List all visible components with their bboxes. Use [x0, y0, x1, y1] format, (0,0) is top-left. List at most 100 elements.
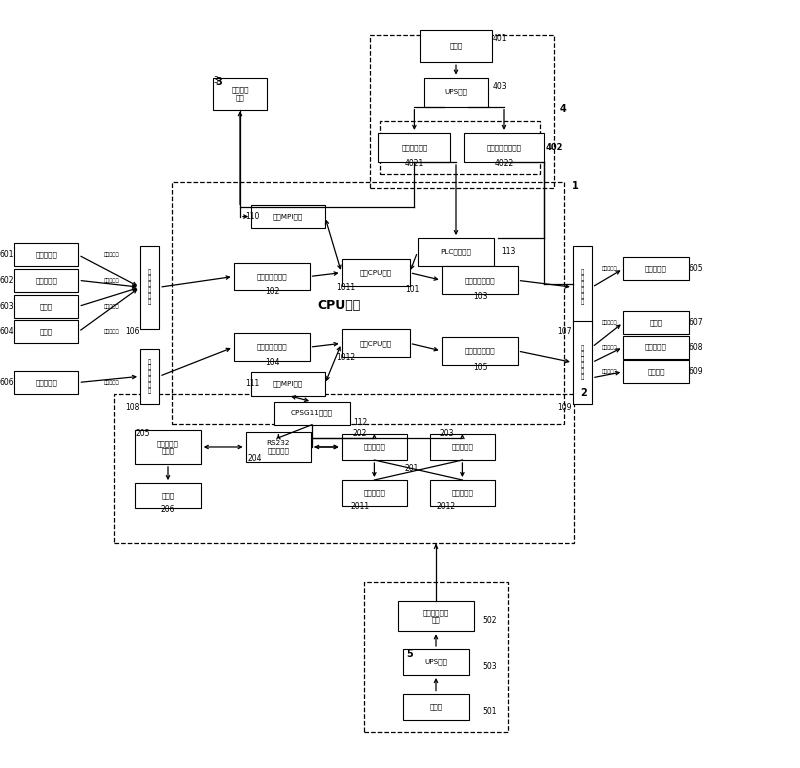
Text: 4: 4 [560, 104, 566, 114]
Text: 2: 2 [580, 388, 586, 399]
FancyBboxPatch shape [342, 434, 407, 460]
Text: UPS电源: UPS电源 [445, 89, 467, 95]
FancyBboxPatch shape [430, 480, 495, 506]
Text: 模拟量信号: 模拟量信号 [104, 329, 120, 334]
FancyBboxPatch shape [398, 601, 474, 631]
Text: 数字量信号: 数字量信号 [104, 380, 120, 385]
Text: 607: 607 [689, 318, 703, 327]
Text: 模拟量信号: 模拟量信号 [104, 253, 120, 257]
Text: 第二上位机: 第二上位机 [451, 490, 474, 496]
FancyBboxPatch shape [442, 266, 518, 294]
Text: 609: 609 [689, 367, 703, 376]
FancyBboxPatch shape [623, 311, 689, 334]
FancyBboxPatch shape [14, 371, 78, 394]
Text: 第一MPI接口: 第一MPI接口 [273, 214, 303, 220]
Text: 113: 113 [501, 247, 515, 257]
Text: UPS电源: UPS电源 [425, 659, 447, 665]
FancyBboxPatch shape [403, 694, 469, 720]
Text: 4022: 4022 [494, 159, 514, 168]
Text: 气动调节阀: 气动调节阀 [645, 344, 667, 350]
Text: 第二以太网: 第二以太网 [451, 444, 474, 450]
Text: RS232
串口服务器: RS232 串口服务器 [266, 440, 290, 454]
Text: 403: 403 [493, 81, 507, 91]
Text: 203: 203 [439, 429, 454, 438]
Text: 液位计: 液位计 [40, 329, 53, 335]
Text: 111: 111 [245, 379, 259, 389]
Text: 数字量输入模块: 数字量输入模块 [257, 344, 287, 350]
Text: PLC电源模块: PLC电源模块 [441, 249, 471, 255]
Text: 第一CPU模块: 第一CPU模块 [360, 270, 392, 276]
Text: 110: 110 [245, 212, 259, 221]
Text: 第一以太网: 第一以太网 [363, 444, 386, 450]
Text: 模拟量输入模块: 模拟量输入模块 [257, 273, 287, 280]
Text: 模拟量信号: 模拟量信号 [104, 278, 120, 283]
Text: 现场控制
模块: 现场控制 模块 [231, 87, 249, 101]
Text: 106: 106 [125, 327, 139, 336]
FancyBboxPatch shape [573, 246, 592, 329]
FancyBboxPatch shape [135, 430, 201, 464]
FancyBboxPatch shape [420, 30, 492, 62]
Text: 第
三
首
连
接
器: 第 三 首 连 接 器 [148, 359, 151, 394]
Text: 换热泵: 换热泵 [650, 319, 662, 326]
Text: 第二MPI接口: 第二MPI接口 [273, 381, 303, 387]
Text: 107: 107 [558, 327, 572, 336]
Text: 201: 201 [405, 464, 419, 473]
FancyBboxPatch shape [623, 336, 689, 359]
FancyBboxPatch shape [251, 205, 325, 228]
Text: 第二CPU模块: 第二CPU模块 [360, 340, 392, 346]
FancyBboxPatch shape [14, 320, 78, 343]
FancyBboxPatch shape [623, 257, 689, 280]
Text: 503: 503 [482, 662, 497, 671]
Text: 603: 603 [0, 302, 14, 311]
Text: CPSG11通信卡: CPSG11通信卡 [291, 410, 333, 416]
Text: 112: 112 [353, 418, 367, 427]
Text: 105: 105 [473, 362, 487, 372]
Text: 第一交流稳压电源: 第一交流稳压电源 [486, 144, 522, 151]
Text: 501: 501 [482, 707, 497, 716]
Text: 数字量信号: 数字量信号 [602, 369, 618, 374]
Text: 502: 502 [482, 616, 497, 625]
Text: 第
四
首
连
接
器: 第 四 首 连 接 器 [581, 345, 584, 380]
FancyBboxPatch shape [464, 133, 544, 162]
Text: 202: 202 [353, 429, 367, 438]
Text: 第
二
首
连
接
器: 第 二 首 连 接 器 [581, 270, 584, 305]
FancyBboxPatch shape [442, 337, 518, 365]
Text: 场数据处理
计算机: 场数据处理 计算机 [157, 440, 179, 454]
Text: 104: 104 [265, 358, 279, 367]
Text: 打印机: 打印机 [162, 492, 174, 498]
FancyBboxPatch shape [234, 263, 310, 290]
Text: 608: 608 [689, 343, 703, 352]
FancyBboxPatch shape [342, 259, 410, 286]
Text: 109: 109 [558, 402, 572, 412]
Text: 1011: 1011 [336, 283, 355, 292]
Text: 108: 108 [125, 402, 139, 412]
Text: 温度传感器: 温度传感器 [35, 277, 58, 283]
Text: 602: 602 [0, 276, 14, 285]
Text: 蓄电池: 蓄电池 [430, 703, 442, 710]
Text: 电动蝶阀: 电动蝶阀 [647, 369, 665, 375]
FancyBboxPatch shape [14, 269, 78, 292]
Text: 204: 204 [247, 454, 262, 463]
Text: 数字量信号: 数字量信号 [602, 320, 618, 325]
FancyBboxPatch shape [14, 243, 78, 266]
FancyBboxPatch shape [424, 78, 488, 107]
Text: 601: 601 [0, 250, 14, 260]
Text: 阀门定位器: 阀门定位器 [35, 379, 58, 386]
Text: 压力传感器: 压力传感器 [35, 252, 58, 258]
FancyBboxPatch shape [573, 321, 592, 404]
Text: 模拟量信号: 模拟量信号 [104, 304, 120, 309]
FancyBboxPatch shape [342, 480, 407, 506]
FancyBboxPatch shape [430, 434, 495, 460]
FancyBboxPatch shape [140, 349, 159, 404]
Text: 1: 1 [572, 180, 578, 191]
Text: 102: 102 [265, 287, 279, 296]
FancyBboxPatch shape [213, 78, 267, 110]
FancyBboxPatch shape [378, 133, 450, 162]
Text: 604: 604 [0, 327, 14, 336]
Text: 第二交流稳压
电源: 第二交流稳压 电源 [423, 609, 449, 623]
Text: 101: 101 [406, 285, 420, 294]
Text: 2011: 2011 [350, 502, 370, 511]
FancyBboxPatch shape [623, 360, 689, 383]
FancyBboxPatch shape [140, 246, 159, 329]
FancyBboxPatch shape [246, 432, 311, 462]
